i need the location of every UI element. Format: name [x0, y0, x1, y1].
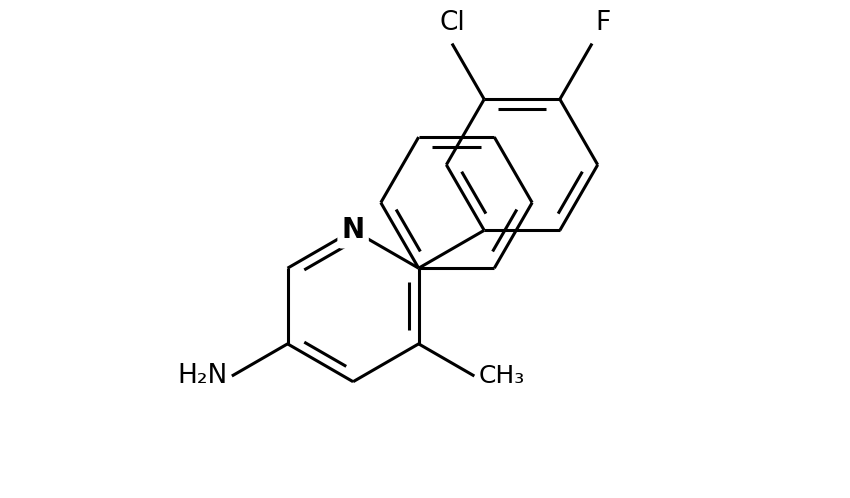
Text: Cl: Cl [439, 10, 465, 36]
Text: F: F [596, 10, 611, 36]
Text: H₂N: H₂N [178, 363, 228, 389]
Text: N: N [342, 216, 365, 245]
Text: CH₃: CH₃ [479, 364, 524, 388]
